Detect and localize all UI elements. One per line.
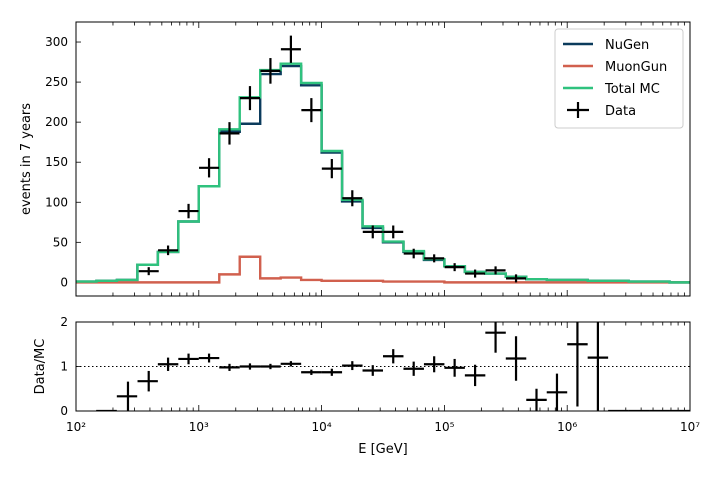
ratio-point [464, 364, 486, 387]
data-point [485, 266, 506, 275]
data-point [506, 274, 527, 283]
main-y-tick-label: 150 [45, 155, 68, 169]
legend-label: Data [605, 104, 636, 119]
ratio-point [219, 363, 240, 371]
ratio-point [198, 353, 220, 363]
main-panel: 0 50 100 150 200 250 300 events in 7 years [19, 21, 691, 297]
main-frame [75, 21, 691, 297]
ratio-y-tick-label: 1 [60, 360, 68, 374]
histogram-muongun [76, 255, 690, 284]
ratio-point [546, 373, 568, 411]
ratio-point [178, 353, 199, 365]
ratio-point [362, 365, 384, 376]
ratio-point [526, 388, 547, 411]
ratio-x-tick-label: 10² [66, 420, 86, 434]
data-point [199, 158, 220, 178]
legend-item-nugen: NuGen [563, 38, 649, 53]
data-point [403, 248, 424, 259]
data-point [424, 254, 445, 263]
legend-label: Total MC [604, 82, 660, 97]
main-y-tick-label: 200 [45, 115, 68, 129]
main-y-axis-label: events in 7 years [19, 103, 34, 215]
ratio-point [321, 368, 343, 376]
ratio-point [383, 349, 404, 364]
ratio-point [157, 357, 179, 371]
ratio-point [116, 381, 138, 411]
ratio-x-tick-label: 10⁶ [557, 420, 577, 434]
main-plot-area [76, 35, 690, 284]
ratio-point [567, 322, 588, 407]
ratio-x-tick-label: 10⁷ [680, 420, 700, 434]
ratio-x-tick-label: 10⁵ [434, 420, 454, 434]
ratio-point [444, 358, 465, 377]
main-y-tick-label: 100 [45, 195, 68, 209]
data-point [219, 122, 240, 145]
ratio-x-tick-label: 10⁴ [312, 420, 332, 434]
main-y-tick-label: 250 [45, 75, 68, 89]
data-point [280, 35, 301, 63]
ratio-point [260, 363, 281, 370]
main-y-tick-label: 0 [60, 275, 68, 289]
main-y-tick-label: 50 [53, 235, 68, 249]
ratio-x-axis-label: E [GeV] [358, 442, 407, 457]
ratio-point [485, 322, 506, 353]
ratio-plot-area [76, 322, 690, 411]
ratio-point [239, 363, 261, 370]
data-point [321, 159, 342, 179]
data-point [342, 190, 363, 207]
legend-item-data: Data [567, 102, 636, 119]
ratio-x-tick-label: 10³ [189, 420, 209, 434]
ratio-frame [75, 321, 691, 412]
data-point [239, 86, 260, 111]
data-point [260, 58, 281, 84]
ratio-point [280, 361, 302, 367]
legend-box [554, 28, 684, 129]
ratio-point [403, 361, 424, 376]
ratio-y-axis-label: Data/MC [33, 339, 48, 395]
legend-label: MuonGun [605, 60, 667, 75]
histogram-total-mc [76, 62, 690, 284]
legend: NuGen MuonGun Total MC Data [554, 28, 684, 129]
ratio-point [342, 361, 363, 371]
data-point [301, 98, 322, 123]
ratio-point [505, 336, 527, 381]
legend-item-total-mc: Total MC [563, 82, 660, 97]
legend-label: NuGen [605, 38, 649, 53]
ratio-point [587, 322, 609, 411]
ratio-y-tick-label: 2 [60, 315, 68, 329]
ratio-point [301, 369, 322, 375]
ratio-y-tick-label: 0 [60, 404, 68, 418]
ratio-panel: 0 1 2 10² 10³ 10⁴ 10⁵ 10⁶ 10⁷ Data/MC E [GeV] [33, 315, 700, 457]
data-point [444, 263, 465, 272]
data-point [158, 245, 179, 256]
data-point [178, 203, 199, 219]
legend-item-muongun: MuonGun [563, 60, 667, 75]
data-point [362, 225, 383, 239]
data-point [383, 225, 404, 239]
ratio-point [423, 356, 445, 373]
main-y-tick-label: 300 [45, 35, 68, 49]
data-point [138, 267, 159, 276]
ratio-point [137, 370, 158, 392]
data-point [465, 269, 486, 278]
